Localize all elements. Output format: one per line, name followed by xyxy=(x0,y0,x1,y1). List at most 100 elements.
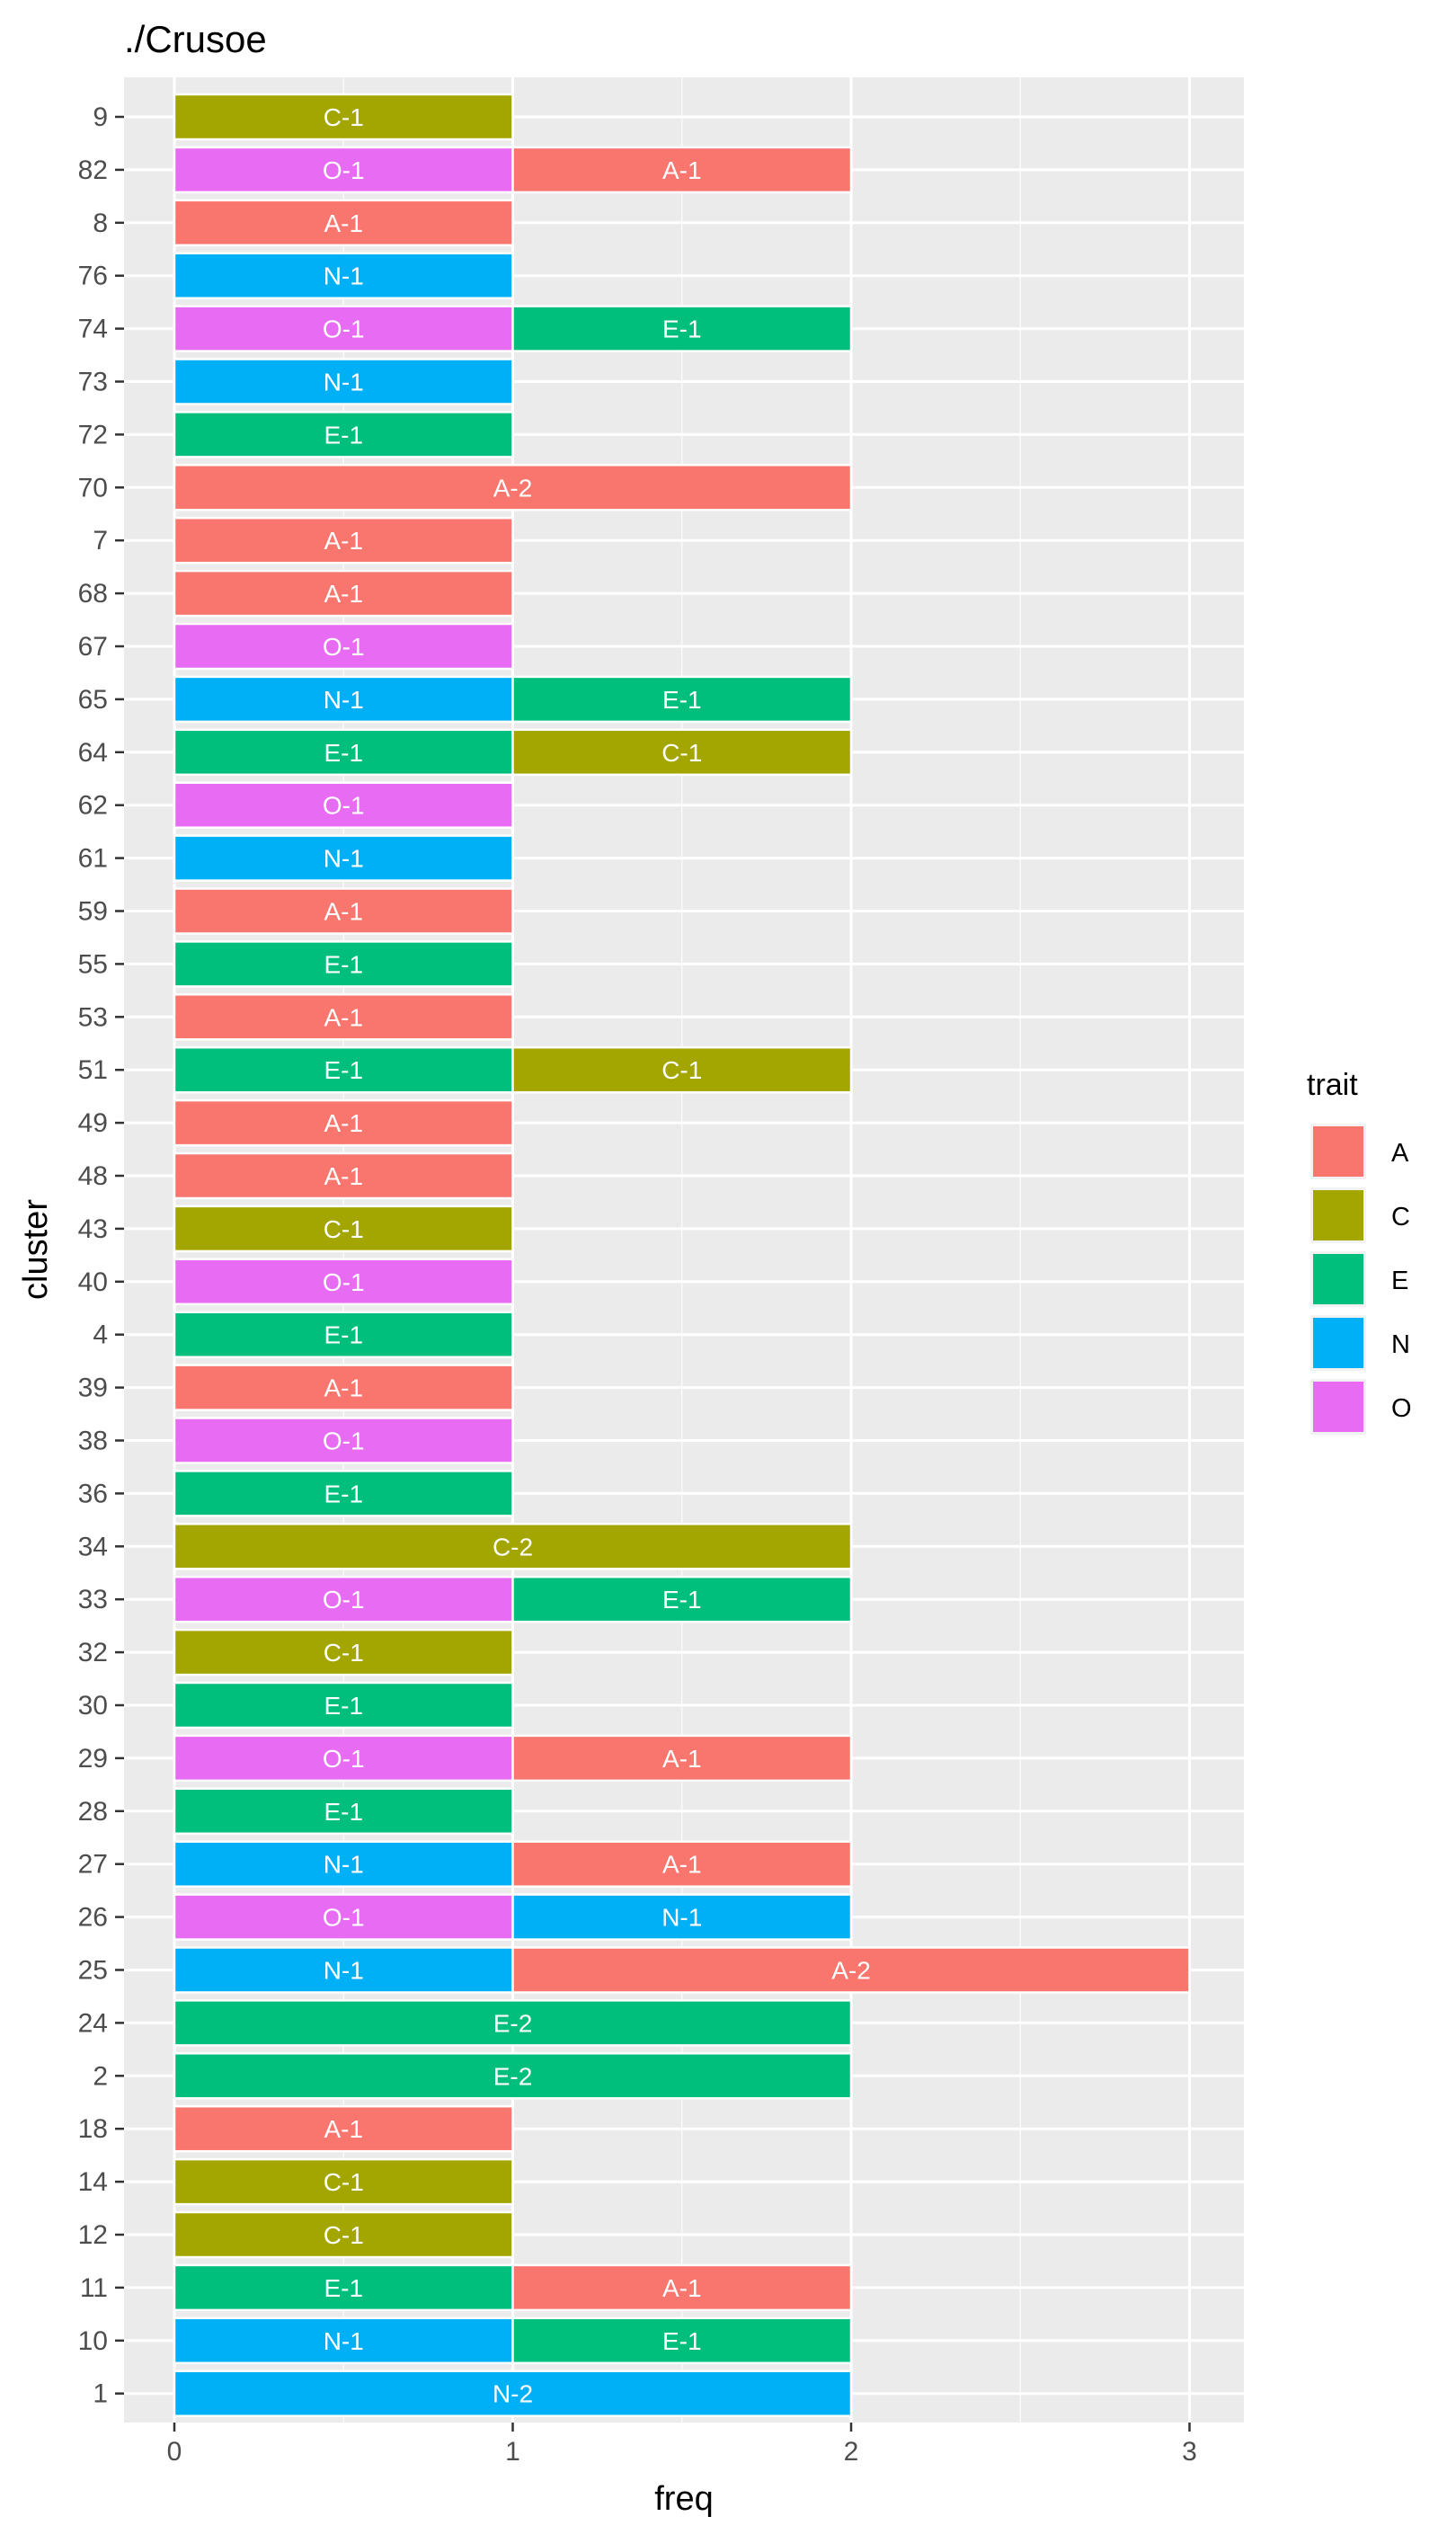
bar-segment xyxy=(173,1734,514,1783)
y-tick-label: 26 xyxy=(78,1903,108,1933)
bar-segment xyxy=(173,569,514,618)
bar-segment xyxy=(511,146,853,194)
bar-label: O-1 xyxy=(323,792,365,820)
bar-label: O-1 xyxy=(323,156,365,184)
bars-group: C-1 O-1 A-1 A-1 N-1 O-1 E-1 N-1 E-1 A-2 A-1 A-1 O-1 N… xyxy=(173,93,1191,2417)
bar-segment xyxy=(173,305,514,352)
bar-label: O-1 xyxy=(323,1268,365,1296)
y-tick-label: 64 xyxy=(78,738,108,768)
legend-swatch xyxy=(1313,1254,1363,1304)
y-tick-label: 18 xyxy=(78,2114,108,2144)
bar-segment xyxy=(511,2263,853,2312)
bar-segment xyxy=(173,1840,514,1888)
bar-label: A-1 xyxy=(324,1109,363,1137)
bar-label: N-1 xyxy=(324,369,364,396)
bar-segment xyxy=(173,1523,853,1570)
bar-label: A-1 xyxy=(662,156,702,184)
x-tick-label: 0 xyxy=(167,2437,182,2467)
bar-segment xyxy=(173,1946,514,1994)
y-tick-label: 8 xyxy=(93,209,108,238)
bar-segment xyxy=(511,1045,853,1094)
x-axis: 0 1 2 3 xyxy=(167,2423,1197,2467)
bar-segment xyxy=(173,834,514,882)
bar-label: O-1 xyxy=(323,1586,365,1614)
bar-segment xyxy=(173,199,514,247)
bar-segment xyxy=(173,464,853,511)
bar-segment xyxy=(173,358,514,405)
bar-segment xyxy=(173,2263,514,2312)
y-tick-label: 73 xyxy=(78,368,108,397)
bar-segment xyxy=(511,1840,853,1888)
bar-label: O-1 xyxy=(323,1427,365,1455)
bar-segment xyxy=(511,1893,853,1941)
bar-segment xyxy=(173,2210,514,2259)
y-axis: 9828767473727076867656462615955535149484… xyxy=(78,102,124,2409)
bar-label: E-1 xyxy=(324,950,363,978)
legend-label: N xyxy=(1391,1330,1410,1359)
y-tick-label: 1 xyxy=(93,2379,108,2409)
bar-label: C-1 xyxy=(324,2221,364,2249)
y-tick-label: 30 xyxy=(78,1691,108,1721)
bar-segment xyxy=(173,2316,514,2365)
bar-segment xyxy=(173,1258,514,1306)
bar-label: A-1 xyxy=(324,1162,363,1190)
bar-label: A-1 xyxy=(324,1003,363,1031)
bar-segment xyxy=(511,1575,853,1623)
y-tick-label: 72 xyxy=(78,420,108,449)
bar-label: O-1 xyxy=(323,633,365,661)
y-tick-label: 12 xyxy=(78,2220,108,2250)
bar-label: C-1 xyxy=(324,2168,364,2196)
legend-label: A xyxy=(1391,1139,1409,1168)
bar-segment xyxy=(173,516,514,565)
y-tick-label: 28 xyxy=(78,1797,108,1827)
bar-segment xyxy=(511,675,853,724)
bar-label: E-1 xyxy=(324,2274,363,2302)
bar-label: A-2 xyxy=(831,1957,871,1985)
y-tick-label: 39 xyxy=(78,1374,108,1403)
bar-segment xyxy=(173,1470,514,1517)
bar-segment xyxy=(173,2104,514,2153)
legend-swatch xyxy=(1313,1126,1363,1177)
y-tick-label: 25 xyxy=(78,1956,108,1986)
bar-segment xyxy=(173,887,514,935)
y-tick-label: 53 xyxy=(78,1002,108,1032)
y-tick-label: 33 xyxy=(78,1585,108,1614)
bar-label: O-1 xyxy=(323,316,365,343)
bar-label: E-2 xyxy=(493,2062,533,2090)
bar-label: E-1 xyxy=(662,2327,702,2355)
y-tick-label: 4 xyxy=(93,1320,108,1350)
bar-label: E-1 xyxy=(324,1798,363,1826)
bar-segment xyxy=(173,1311,514,1358)
bar-label: A-1 xyxy=(324,580,363,608)
bar-label: A-1 xyxy=(324,209,363,237)
legend: trait A C E N O xyxy=(1307,1068,1412,1435)
y-tick-label: 55 xyxy=(78,949,108,979)
y-tick-label: 67 xyxy=(78,632,108,662)
bar-segment xyxy=(511,1946,1191,1994)
bar-label: N-1 xyxy=(324,2327,364,2355)
bar-segment xyxy=(511,2316,853,2365)
y-tick-label: 29 xyxy=(78,1744,108,1774)
bar-label: O-1 xyxy=(323,1745,365,1773)
legend-title: trait xyxy=(1307,1068,1358,1102)
legend-swatch xyxy=(1313,1318,1363,1368)
y-tick-label: 43 xyxy=(78,1214,108,1244)
bar-segment xyxy=(173,1787,514,1836)
bar-segment xyxy=(173,675,514,724)
y-tick-label: 38 xyxy=(78,1427,108,1456)
bar-label: C-1 xyxy=(324,1639,364,1667)
bar-segment xyxy=(173,1628,514,1676)
bar-segment xyxy=(173,1205,514,1253)
bar-label: E-1 xyxy=(324,739,363,767)
bar-label: E-1 xyxy=(324,1692,363,1720)
y-tick-label: 7 xyxy=(93,526,108,556)
bar-label: E-1 xyxy=(324,1480,363,1507)
bar-label: E-2 xyxy=(493,2009,533,2037)
bar-segment xyxy=(173,2157,514,2206)
bar-label: A-1 xyxy=(324,898,363,926)
bar-label: E-1 xyxy=(662,686,702,714)
bar-segment xyxy=(173,1045,514,1094)
bar-label: E-1 xyxy=(662,316,702,343)
bar-segment xyxy=(173,728,514,777)
